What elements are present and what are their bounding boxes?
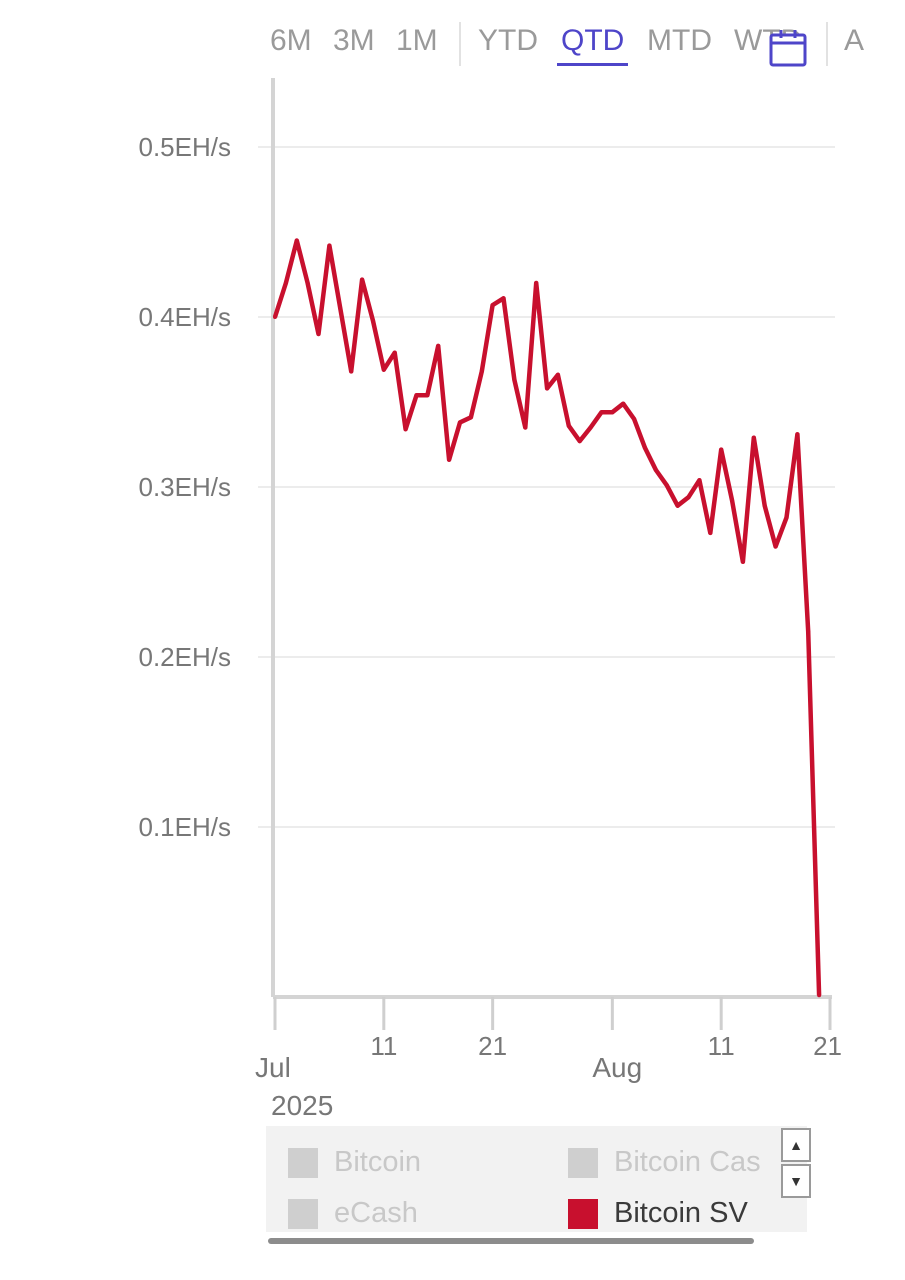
data-point <box>490 303 495 308</box>
data-point <box>621 401 626 406</box>
data-point <box>512 377 517 382</box>
range-6m-button[interactable]: 6M <box>270 24 312 57</box>
legend-item-ecash[interactable]: eCash <box>288 1197 418 1230</box>
legend-label: Bitcoin <box>334 1146 422 1178</box>
x-tick-label: 11 <box>708 1031 735 1061</box>
data-point <box>360 277 365 282</box>
data-point <box>762 503 767 508</box>
data-point <box>436 343 441 348</box>
legend-swatch <box>288 1198 318 1229</box>
horizontal-scrollbar[interactable] <box>268 1238 754 1244</box>
legend-label: Bitcoin Cas <box>614 1146 761 1178</box>
data-point <box>730 498 735 503</box>
triangle-up-icon: ▲ <box>789 1137 803 1153</box>
data-point <box>806 629 811 634</box>
data-point <box>294 238 299 243</box>
data-point <box>719 447 724 452</box>
hashrate-chart: 0.1EH/s 0.2EH/s 0.3EH/s 0.4EH/s 0.5EH/s Jul 2… <box>139 78 842 1121</box>
data-point <box>653 468 658 472</box>
data-point <box>273 315 277 319</box>
x-tick-label: Aug <box>592 1052 642 1083</box>
grid-lines <box>258 146 835 828</box>
legend-label: eCash <box>334 1197 418 1229</box>
data-point <box>316 332 321 336</box>
triangle-down-icon: ▼ <box>789 1173 803 1189</box>
range-1m-button[interactable]: 1M <box>396 24 438 57</box>
y-tick-label: 0.3EH/s <box>139 472 232 502</box>
data-point <box>675 503 680 508</box>
data-point <box>392 350 397 355</box>
legend-item-bitcoin-sv[interactable]: Bitcoin SV <box>568 1197 748 1230</box>
data-point <box>479 369 484 374</box>
range-qtd-button[interactable]: QTD <box>556 24 629 66</box>
data-point <box>501 296 506 301</box>
data-point <box>381 367 386 372</box>
data-point <box>447 457 452 462</box>
series-line-bitcoin-sv <box>272 238 822 996</box>
x-tick-label: 21 <box>478 1031 507 1061</box>
x-tick-label: 21 <box>813 1031 842 1061</box>
data-point <box>555 372 560 377</box>
legend-scroll-up-button[interactable]: ▲ <box>781 1128 811 1162</box>
data-point <box>643 445 647 450</box>
legend-swatch <box>568 1198 598 1229</box>
data-point <box>784 515 789 520</box>
legend-scroll-down-button[interactable]: ▼ <box>781 1164 811 1198</box>
y-tick-label: 0.5EH/s <box>139 132 232 162</box>
data-point <box>566 423 571 428</box>
data-point <box>577 439 582 444</box>
range-separator <box>826 22 828 66</box>
calendar-icon[interactable] <box>768 28 808 68</box>
legend-label: Bitcoin SV <box>614 1197 748 1229</box>
y-tick-label: 0.2EH/s <box>139 642 232 672</box>
data-point <box>403 427 408 432</box>
range-selector: 6M 3M 1M YTD QTD MTD WTD A <box>0 18 905 74</box>
data-point <box>283 281 288 285</box>
data-point <box>327 243 332 248</box>
x-tick-label: Jul <box>255 1052 291 1083</box>
x-tick-label: 11 <box>370 1031 397 1061</box>
legend-item-bitcoin[interactable]: Bitcoin <box>288 1146 421 1179</box>
data-point <box>534 281 539 285</box>
data-point <box>305 281 310 285</box>
data-point <box>468 415 473 420</box>
data-point <box>370 318 375 323</box>
data-point <box>338 306 343 311</box>
data-point <box>414 393 419 398</box>
data-point <box>664 483 669 488</box>
y-tick-label: 0.4EH/s <box>139 302 232 332</box>
data-point <box>458 420 462 425</box>
x-tick-labels: Jul 2025 11 21 Aug 11 21 <box>255 997 842 1121</box>
data-point <box>523 425 528 430</box>
legend-swatch <box>288 1147 318 1178</box>
data-point <box>817 993 822 998</box>
series-points <box>273 238 822 998</box>
y-tick-labels: 0.1EH/s 0.2EH/s 0.3EH/s 0.4EH/s 0.5EH/s <box>139 132 232 842</box>
legend: Bitcoin Bitcoin Cas eCash Bitcoin SV ▲ ▼ <box>266 1126 811 1232</box>
legend-items: Bitcoin Bitcoin Cas eCash Bitcoin SV <box>266 1126 781 1232</box>
data-point <box>610 410 615 415</box>
data-point <box>545 386 550 391</box>
x-tick-year-label: 2025 <box>271 1090 333 1121</box>
data-point <box>708 530 713 535</box>
data-point <box>697 478 702 483</box>
data-point <box>740 559 745 564</box>
range-separator <box>459 22 461 66</box>
legend-item-bitcoin-cash[interactable]: Bitcoin Cas <box>568 1146 761 1179</box>
data-point <box>773 544 778 549</box>
y-tick-label: 0.1EH/s <box>139 812 232 842</box>
range-all-button[interactable]: A <box>844 24 865 57</box>
data-point <box>795 432 800 437</box>
data-point <box>686 495 691 500</box>
range-3m-button[interactable]: 3M <box>333 24 375 57</box>
data-point <box>632 417 637 421</box>
data-point <box>751 435 756 440</box>
data-point <box>425 393 430 398</box>
range-ytd-button[interactable]: YTD <box>478 24 538 57</box>
data-point <box>588 425 593 430</box>
range-mtd-button[interactable]: MTD <box>647 24 712 57</box>
data-point <box>349 369 354 374</box>
legend-swatch <box>568 1147 598 1178</box>
data-point <box>599 410 604 415</box>
